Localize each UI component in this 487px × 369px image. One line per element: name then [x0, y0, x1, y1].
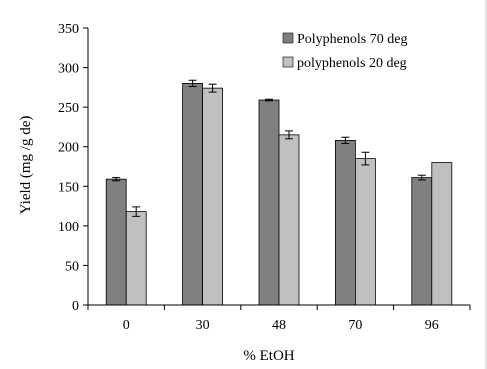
bar — [258, 99, 280, 306]
bar — [105, 178, 127, 306]
x-tick-label: 30 — [196, 318, 210, 333]
y-axis-ticks: 0 50 100 150 200 250 300 350 — [58, 22, 88, 314]
y-tick-label: 100 — [58, 220, 79, 235]
bar — [202, 87, 224, 306]
axes-group — [87, 28, 470, 306]
legend-swatch — [282, 56, 294, 68]
x-tick-label: 0 — [123, 318, 130, 333]
y-tick-label: 0 — [72, 299, 79, 314]
y-tick-label: 150 — [58, 180, 79, 195]
bar — [182, 83, 204, 306]
x-tick-label: 48 — [272, 318, 286, 333]
y-tick-label: 50 — [65, 259, 79, 274]
y-tick-label: 300 — [58, 62, 79, 77]
x-axis-title: % EtOH — [243, 348, 294, 364]
y-tick-label: 200 — [58, 141, 79, 156]
y-tick-label: 350 — [58, 22, 79, 37]
y-axis-title: Yield (mg /g de) — [18, 116, 34, 215]
x-tick-label: 70 — [348, 318, 362, 333]
bar — [334, 139, 356, 306]
error-bars-group — [112, 79, 426, 217]
bar — [411, 177, 433, 306]
y-tick-label: 250 — [58, 101, 79, 116]
bar — [278, 134, 300, 306]
bar — [354, 158, 376, 306]
x-tick-label: 96 — [425, 318, 439, 333]
bar — [431, 162, 453, 306]
bar — [125, 211, 147, 306]
x-axis-ticks: 0 30 48 70 96 — [87, 305, 471, 333]
legend: Polyphenols 70 deg polyphenols 20 deg — [282, 32, 407, 71]
legend-label: polyphenols 20 deg — [297, 56, 407, 71]
legend-swatch — [282, 32, 294, 44]
legend-label: Polyphenols 70 deg — [297, 32, 407, 47]
